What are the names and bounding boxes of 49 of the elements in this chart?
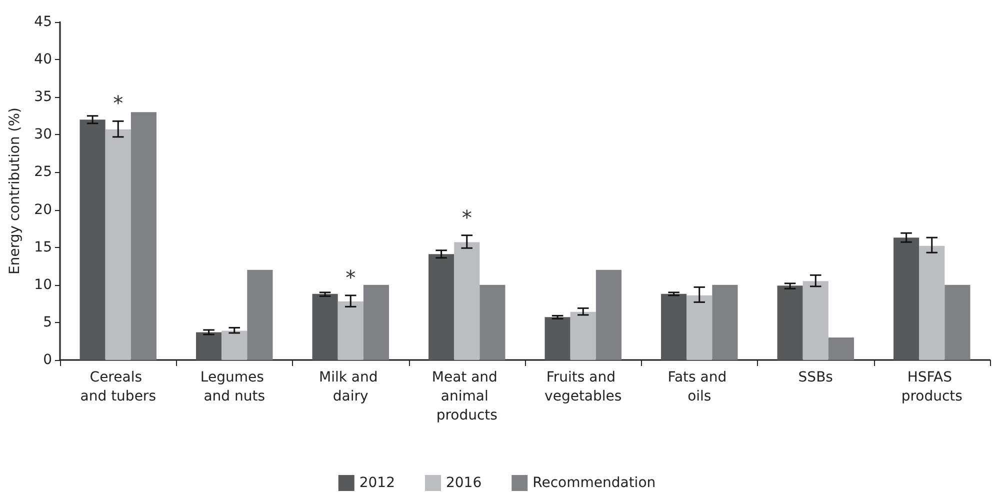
y-tick-label: 30 xyxy=(34,126,52,143)
bar xyxy=(222,330,248,360)
bar xyxy=(247,270,273,360)
bar xyxy=(802,281,828,360)
bar xyxy=(777,286,803,360)
y-tick-label: 10 xyxy=(34,276,52,293)
y-tick-label: 0 xyxy=(43,352,52,368)
x-tick-label: Cereals and tubers xyxy=(80,370,156,404)
bar xyxy=(944,284,970,360)
x-tick-label: HSFAS products xyxy=(901,370,962,404)
x-tick-label: Fruits and vegetables xyxy=(544,370,622,404)
y-tick-label: 45 xyxy=(34,14,52,30)
y-tick-label: 20 xyxy=(34,202,52,218)
y-tick-label: 5 xyxy=(43,314,52,330)
bar xyxy=(130,112,156,360)
x-tick-label: Milk and dairy xyxy=(319,370,382,404)
legend-label: 2016 xyxy=(446,475,482,491)
legend-label: Recommendation xyxy=(532,475,656,491)
y-axis-title: Energy contribution (%) xyxy=(7,108,23,274)
bar xyxy=(428,254,454,360)
bar xyxy=(312,294,338,360)
bar xyxy=(661,294,687,360)
bar xyxy=(338,301,364,360)
y-tick-label: 15 xyxy=(34,239,52,256)
x-tick-label: SSBs xyxy=(798,370,833,386)
bar xyxy=(105,129,131,360)
annotation: * xyxy=(462,205,472,230)
bar xyxy=(919,246,945,360)
y-tick-label: 35 xyxy=(34,89,52,106)
y-tick-label: 25 xyxy=(34,164,52,180)
bar xyxy=(686,295,712,360)
bar xyxy=(80,120,106,360)
bar xyxy=(828,337,854,360)
bar xyxy=(363,284,389,360)
bar xyxy=(894,238,920,360)
y-tick-label: 40 xyxy=(34,52,52,68)
bar xyxy=(454,242,480,360)
annotation: * xyxy=(113,91,124,116)
x-tick-label: Fats and oils xyxy=(668,370,732,404)
bar xyxy=(712,284,738,360)
legend-label: 2012 xyxy=(359,475,395,491)
bar xyxy=(570,312,596,360)
bar xyxy=(544,317,570,360)
x-tick-label: Meat and animal products xyxy=(432,370,502,424)
bar xyxy=(596,270,622,360)
annotation: * xyxy=(346,265,356,290)
x-tick-label: Legumes and nuts xyxy=(200,370,268,404)
bar xyxy=(480,284,506,360)
bar xyxy=(196,332,222,360)
